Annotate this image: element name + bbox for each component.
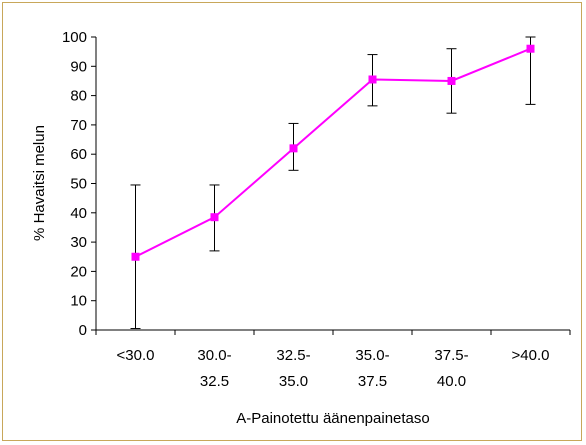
x-axis-title: A-Painotettu äänenpainetaso: [236, 410, 429, 427]
series-line: [135, 47, 531, 258]
y-tick-label: 60: [70, 146, 87, 163]
error-bars: [130, 36, 536, 330]
data-point-marker: [289, 144, 298, 153]
data-point-marker: [210, 213, 219, 222]
x-category-label: 32.5-: [276, 347, 310, 364]
x-category-label: 37.5-: [434, 347, 468, 364]
y-tick-label: 20: [70, 263, 87, 280]
x-category-label: 30.0-: [197, 347, 231, 364]
x-category-label: 35.0: [279, 373, 308, 390]
x-category-label: 37.5: [358, 373, 387, 390]
y-tick-label: 100: [62, 29, 87, 46]
data-point-marker: [368, 75, 377, 84]
y-tick-label: 50: [70, 176, 87, 193]
data-point-marker: [131, 252, 140, 261]
y-tick-label: 40: [70, 205, 87, 222]
x-category-label: >40.0: [512, 347, 550, 364]
data-point-marker: [526, 44, 535, 53]
chart-frame: [2, 2, 582, 441]
y-tick-label: 0: [79, 322, 87, 339]
x-category-label: 40.0: [437, 373, 466, 390]
axes: [95, 37, 570, 331]
data-point-marker: [447, 76, 456, 85]
y-tick-label: 10: [70, 293, 87, 310]
x-category-label: 32.5: [200, 373, 229, 390]
x-category-label: 35.0-: [355, 347, 389, 364]
y-tick-label: 90: [70, 58, 87, 75]
y-axis-title: % Havaitsi melun: [31, 125, 48, 241]
x-category-label: <30.0: [117, 347, 155, 364]
y-tick-label: 80: [70, 88, 87, 105]
y-tick-label: 70: [70, 117, 87, 134]
y-tick-label: 30: [70, 234, 87, 251]
x-axis-categories: <30.0 30.0- 32.5 32.5- 35.0 35.0- 37.5 37.5- 40.…: [95, 330, 571, 390]
series: [131, 44, 535, 261]
y-axis-ticks: 0 10 20 30 40 50 60 70 80 90 100: [62, 29, 96, 339]
